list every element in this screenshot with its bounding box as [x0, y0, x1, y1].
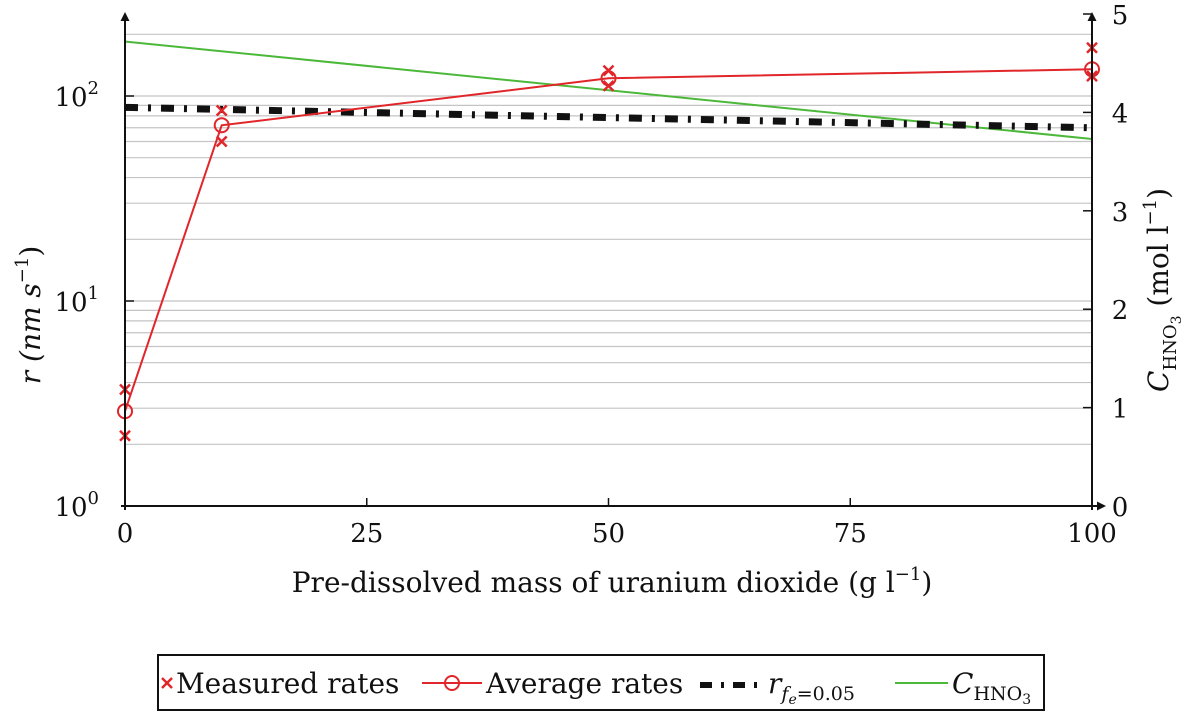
x-tick-label: 0: [117, 519, 134, 549]
y2-tick-label: 1: [1112, 395, 1129, 425]
legend-marker-circle: [444, 675, 460, 691]
grid-lines: [125, 33, 1092, 445]
measured-rate-point: [602, 64, 615, 77]
legend-marker-x: [161, 677, 173, 689]
legend-label-chno3: CHNO3: [952, 667, 1031, 708]
y-axis-label: r (nm s−1): [12, 246, 47, 385]
series-line-average-rates: [124, 68, 1093, 412]
y-tick-label: 100: [54, 488, 99, 523]
x-tick-label: 75: [834, 519, 867, 549]
legend-item-average-rates: Average rates: [422, 667, 683, 700]
measured-rate-point: [215, 104, 228, 117]
x-tick-label: 100: [1067, 519, 1117, 549]
plot-lines: [117, 40, 1100, 442]
measured-rate-stroke: [215, 135, 228, 148]
series-line-chno3: [124, 40, 1093, 140]
y2-tick-label: 0: [1112, 493, 1129, 523]
legend-label-rfe: rfe=0.05: [768, 667, 855, 708]
y2-axis-label: CHNO3 (mol l−1): [1140, 188, 1185, 392]
legend-label-measured-rates: Measured rates: [176, 667, 399, 700]
y2-tick-label: 5: [1112, 1, 1129, 31]
y2-tick-label: 4: [1112, 99, 1129, 129]
x-tick-label: 25: [350, 519, 383, 549]
legend: Measured rates Average rates rfe=0.05 CH…: [157, 654, 1045, 711]
measured-rate-point: [215, 135, 228, 148]
y-tick-label: 101: [54, 283, 99, 318]
legend-item-rfe: rfe=0.05: [700, 667, 855, 708]
legend-item-chno3: CHNO3: [895, 667, 1031, 708]
y-axis-arrow: [120, 12, 130, 21]
x-axis-arrow: [1097, 501, 1106, 511]
measured-rate-stroke: [602, 80, 615, 92]
y2-tick-label: 2: [1112, 296, 1129, 326]
y2-tick-label: 3: [1112, 198, 1129, 228]
ticks: 0 25 50 75 100 100 101 102 0 1 2 3 4 5: [54, 1, 1128, 549]
x-axis-label: Pre-dissolved mass of uranium dioxide (g…: [292, 564, 933, 599]
measured-rate-stroke: [602, 64, 615, 77]
legend-item-measured-rates: Measured rates: [161, 667, 399, 700]
y-tick-label: 102: [54, 78, 99, 113]
legend-label-average-rates: Average rates: [485, 667, 683, 700]
axes: [120, 12, 1106, 511]
measured-rate-stroke: [215, 104, 228, 117]
y2-axis-arrow: [1087, 12, 1097, 21]
x-tick-label: 50: [592, 519, 625, 549]
average-rate-point: [213, 117, 230, 134]
measured-rate-point: [602, 80, 615, 92]
